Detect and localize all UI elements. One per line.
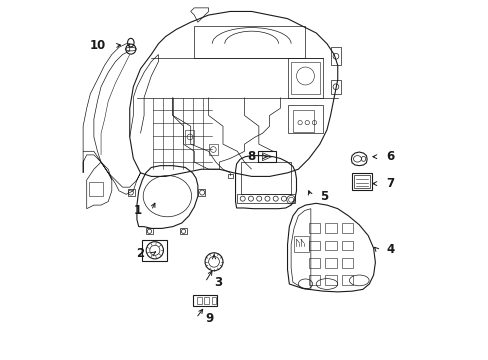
Bar (341, 275, 352, 285)
Bar (351, 173, 371, 190)
Bar (257, 150, 276, 162)
Bar (208, 144, 217, 155)
Text: 6: 6 (386, 150, 394, 163)
Bar (197, 297, 202, 304)
Text: 2: 2 (136, 247, 144, 260)
Bar (194, 26, 305, 58)
Bar (308, 224, 320, 233)
Bar (292, 110, 314, 132)
Bar (227, 174, 232, 178)
Bar (308, 240, 320, 250)
Bar (287, 58, 323, 98)
Bar (241, 162, 290, 194)
Bar (211, 297, 216, 304)
Text: 10: 10 (90, 39, 106, 52)
Text: 5: 5 (319, 190, 327, 203)
Bar (290, 62, 319, 94)
Bar (308, 275, 320, 285)
Text: 3: 3 (214, 276, 222, 289)
Text: 4: 4 (386, 243, 394, 256)
Bar (142, 240, 167, 261)
Bar (341, 224, 352, 233)
Text: 8: 8 (246, 150, 255, 163)
Text: 7: 7 (386, 177, 393, 190)
Bar (192, 295, 217, 306)
Text: 9: 9 (204, 311, 213, 325)
Bar (204, 297, 208, 304)
Bar (325, 224, 336, 233)
Bar (185, 130, 194, 144)
Bar (293, 235, 308, 252)
Bar (236, 194, 295, 203)
Bar (341, 258, 352, 267)
Bar (325, 240, 336, 250)
Bar (325, 275, 336, 285)
Bar (325, 258, 336, 267)
Bar (353, 175, 369, 188)
Text: 1: 1 (134, 204, 142, 217)
Bar (341, 240, 352, 250)
Bar (88, 182, 102, 196)
Bar (287, 105, 323, 134)
Bar (308, 258, 320, 267)
